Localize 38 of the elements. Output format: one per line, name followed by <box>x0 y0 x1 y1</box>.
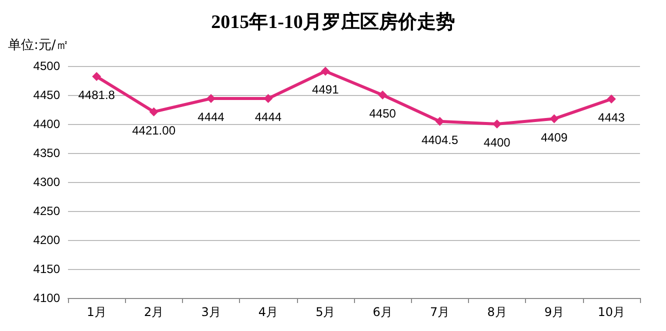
data-label: 4409 <box>540 130 568 144</box>
data-label: 4421.00 <box>132 123 176 138</box>
x-tick-label: 8月 <box>487 305 507 319</box>
y-tick-label: 4450 <box>33 88 60 102</box>
chart-title: 2015年1-10月罗庄区房价走势 <box>211 11 455 33</box>
y-tick-label: 4500 <box>33 59 60 73</box>
point <box>320 66 330 76</box>
y-tick-label: 4400 <box>33 117 60 131</box>
x-tick-label: 4月 <box>258 305 278 319</box>
point <box>492 120 502 128</box>
point <box>606 94 616 104</box>
y-tick-label: 4300 <box>33 175 60 189</box>
x-tick-label: 10月 <box>598 305 626 319</box>
x-tick-label: 7月 <box>430 305 450 319</box>
data-label: 4444 <box>254 110 282 124</box>
data-label: 4450 <box>369 106 396 120</box>
x-tick-label: 3月 <box>201 305 221 319</box>
data-label: 4444 <box>198 110 225 124</box>
point <box>92 72 102 82</box>
y-tick-label: 4200 <box>33 233 60 247</box>
data-label: 4491 <box>312 82 340 97</box>
x-tick-label: 9月 <box>544 305 564 319</box>
data-label: 4481.8 <box>78 88 116 102</box>
data-label: 4400 <box>484 136 511 150</box>
point <box>378 90 388 100</box>
x-tick-label: 2月 <box>144 305 164 319</box>
y-tick-label: 4250 <box>33 204 60 218</box>
y-tick-label: 4100 <box>33 291 60 305</box>
y-tick-label: 4150 <box>33 262 60 276</box>
y-axis-title: 单位:元/㎡ <box>8 38 69 53</box>
data-label: 4404.5 <box>421 132 458 147</box>
y-tick-label: 4350 <box>33 146 60 160</box>
data-label: 4443 <box>598 110 626 125</box>
x-tick-label: 5月 <box>316 305 336 319</box>
x-tick-label: 1月 <box>86 305 106 319</box>
point <box>550 114 559 124</box>
point <box>149 107 158 116</box>
x-tick-label: 6月 <box>372 305 392 319</box>
